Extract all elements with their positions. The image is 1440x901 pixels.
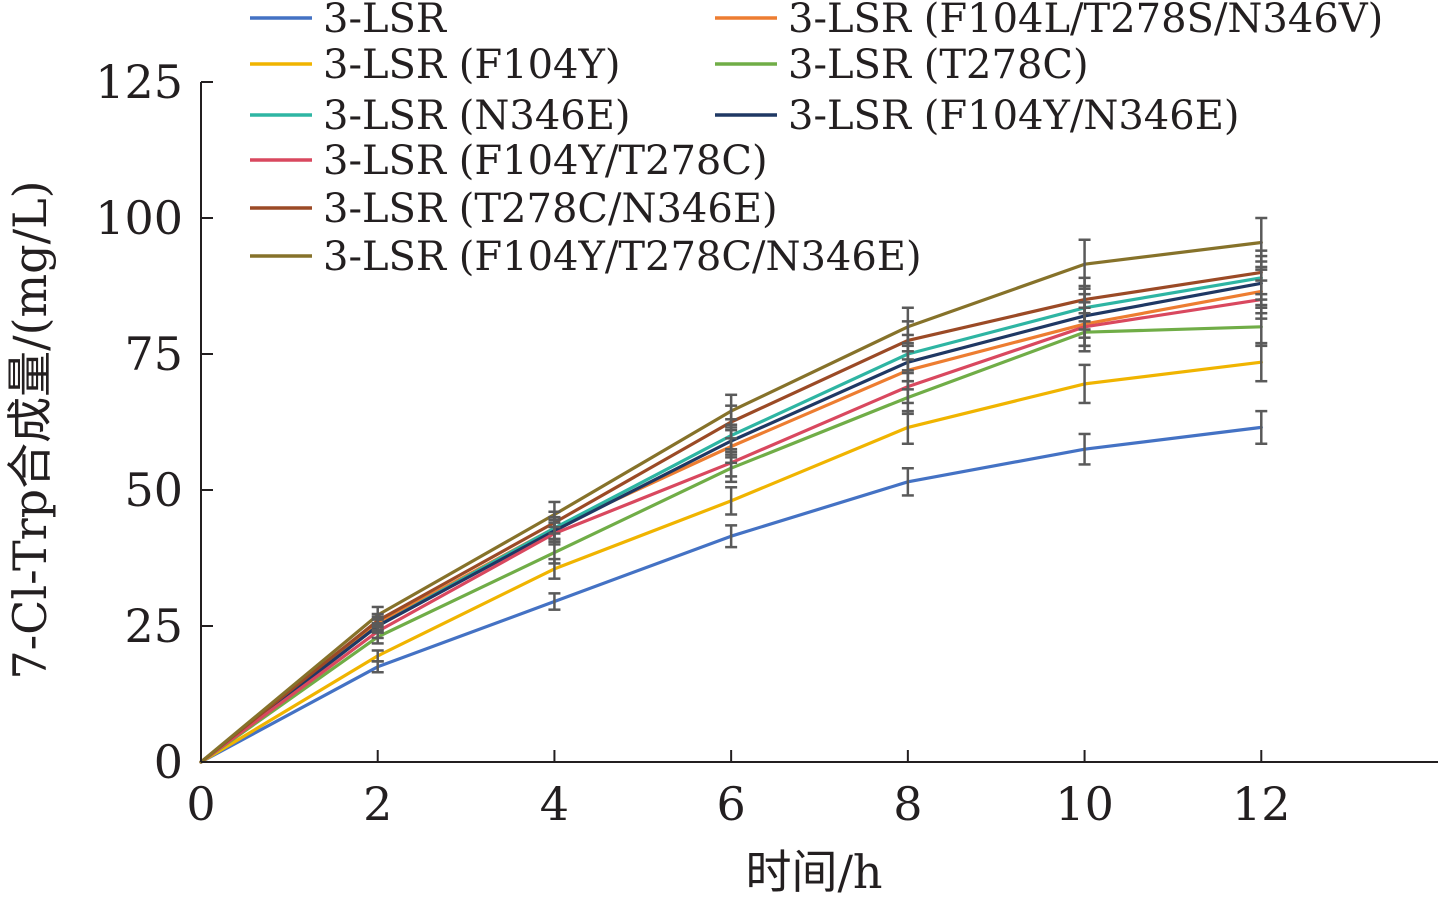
legend-label: 3-LSR (F104L/T278S/N346V) bbox=[788, 0, 1383, 42]
x-tick-label: 2 bbox=[363, 777, 392, 831]
y-tick-label: 125 bbox=[95, 55, 183, 109]
legend-item-3-lsr-f104y-t278c-n346e: 3-LSR (F104Y/T278C/N346E) bbox=[250, 234, 922, 280]
legend-label: 3-LSR (F104Y/T278C/N346E) bbox=[323, 234, 922, 280]
y-tick-label: 75 bbox=[124, 327, 183, 381]
x-tick-label: 4 bbox=[540, 777, 569, 831]
legend-label: 3-LSR (F104Y/T278C) bbox=[323, 138, 768, 184]
y-tick-label: 100 bbox=[95, 191, 183, 245]
error-bar bbox=[901, 369, 914, 405]
axes: 0 25 50 75 100 125 0 2 4 6 8 10 12 bbox=[95, 55, 1438, 831]
error-bar bbox=[1078, 432, 1091, 466]
legend: 3-LSR 3-LSR (F104L/T278S/N346V) 3-LSR (F10… bbox=[250, 0, 1383, 280]
error-bar bbox=[1078, 238, 1091, 290]
y-axis-title: 7-Cl-Trp合成量/(mg/L) bbox=[3, 180, 57, 679]
legend-item-3-lsr-f104y-t278c: 3-LSR (F104Y/T278C) bbox=[250, 138, 768, 184]
legend-item-3-lsr: 3-LSR bbox=[250, 0, 448, 42]
x-axis-ticks: 0 2 4 6 8 10 12 bbox=[186, 750, 1291, 831]
x-tick-label: 12 bbox=[1232, 777, 1291, 831]
x-tick-label: 8 bbox=[893, 777, 922, 831]
error-bar bbox=[725, 524, 738, 549]
error-bars bbox=[371, 216, 1268, 674]
error-bar bbox=[901, 466, 914, 497]
y-tick-label: 50 bbox=[124, 463, 183, 517]
error-bar bbox=[1078, 363, 1091, 405]
x-axis-title: 时间/h bbox=[745, 845, 882, 899]
legend-label: 3-LSR (T278C) bbox=[788, 42, 1089, 88]
x-tick-label: 6 bbox=[717, 777, 746, 831]
error-bar bbox=[725, 486, 738, 516]
error-bar bbox=[901, 306, 914, 348]
error-bar bbox=[371, 649, 384, 663]
error-bar bbox=[1255, 216, 1268, 269]
error-bar bbox=[725, 393, 738, 429]
legend-label: 3-LSR (T278C/N346E) bbox=[323, 186, 778, 232]
series-line-3-lsr-n346e bbox=[199, 276, 1263, 764]
x-tick-label: 10 bbox=[1055, 777, 1114, 831]
legend-label: 3-LSR bbox=[323, 0, 448, 42]
series-line-3-lsr-t278c-n346e bbox=[199, 270, 1263, 764]
legend-item-3-lsr-f104l-t278s-n346v: 3-LSR (F104L/T278S/N346V) bbox=[715, 0, 1383, 42]
y-tick-label: 25 bbox=[124, 599, 183, 653]
y-tick-label: 0 bbox=[154, 735, 183, 789]
legend-item-3-lsr-f104y-n346e: 3-LSR (F104Y/N346E) bbox=[715, 93, 1240, 139]
error-bar bbox=[548, 592, 561, 611]
legend-label: 3-LSR (N346E) bbox=[323, 93, 631, 139]
legend-label: 3-LSR (F104Y/N346E) bbox=[788, 93, 1240, 139]
legend-item-3-lsr-t278c-n346e: 3-LSR (T278C/N346E) bbox=[250, 186, 778, 232]
series-line-3-lsr-f104y-n346e bbox=[199, 281, 1263, 764]
plot-area bbox=[199, 216, 1268, 764]
error-bar bbox=[1255, 409, 1268, 446]
legend-label: 3-LSR (F104Y) bbox=[323, 42, 620, 88]
x-tick-label: 0 bbox=[186, 777, 215, 831]
legend-item-3-lsr-n346e: 3-LSR (N346E) bbox=[250, 93, 631, 139]
error-bar bbox=[725, 447, 738, 478]
legend-item-3-lsr-t278c: 3-LSR (T278C) bbox=[715, 42, 1089, 88]
error-bar bbox=[371, 605, 384, 625]
error-bar bbox=[548, 500, 561, 529]
legend-item-3-lsr-f104y: 3-LSR (F104Y) bbox=[250, 42, 620, 88]
y-axis-ticks: 0 25 50 75 100 125 bbox=[95, 55, 213, 789]
